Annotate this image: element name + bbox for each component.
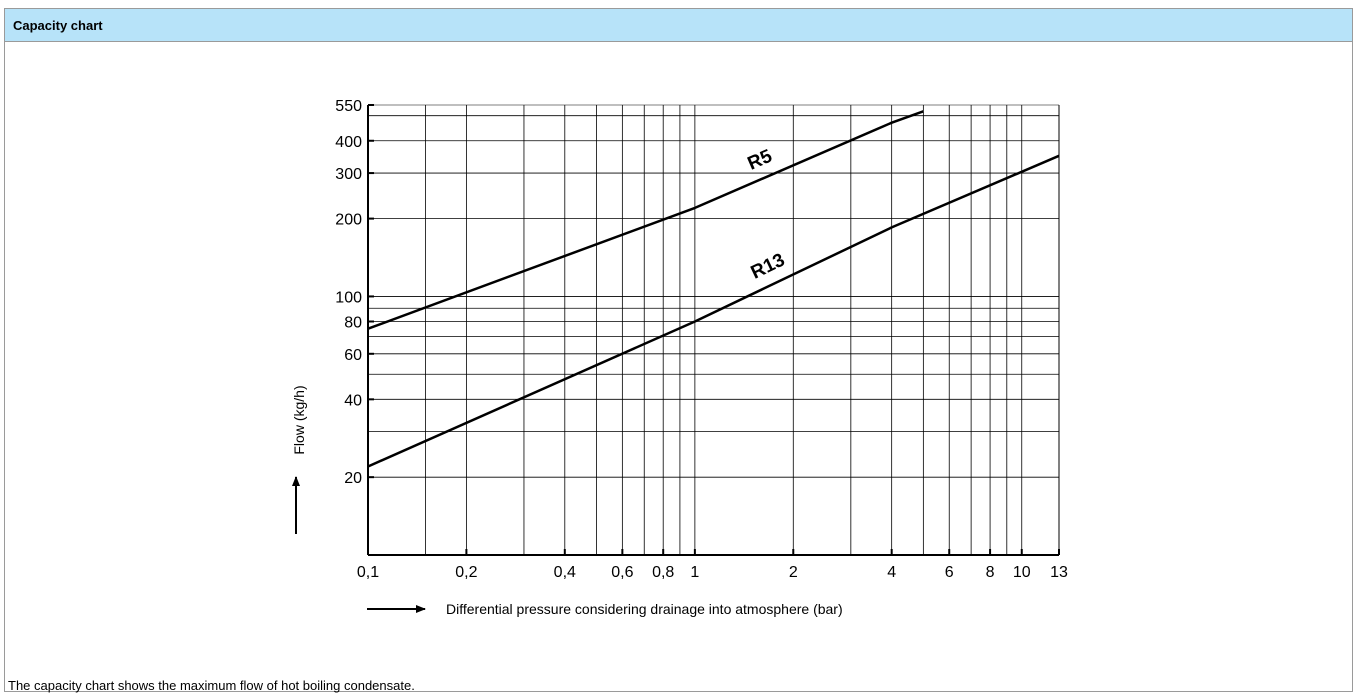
- y-tick-label: 20: [344, 470, 362, 487]
- grid: [368, 105, 1060, 555]
- series-label-r5: R5: [745, 146, 776, 175]
- x-tick-label: 10: [1013, 564, 1031, 581]
- chart-labels: 0,1 0,2 0,4 0,6 0,8 1 2 4 6 8 10 13 20 40 60 80 100 200 30…: [291, 98, 1068, 617]
- capacity-chart-panel: Capacity chart 0,1 0,2 0,4 0,6 0,8 1 2 4 6 8 10 13 2…: [4, 8, 1353, 693]
- series-line-r5: [367, 110, 924, 330]
- x-tick-label: 0,6: [611, 564, 633, 581]
- x-axis-label: Differential pressure considering draina…: [446, 601, 843, 617]
- y-tick-label: 550: [335, 98, 362, 115]
- x-tick-label: 4: [887, 564, 896, 581]
- y-axis-label: Flow (kg/h): [291, 385, 307, 454]
- y-tick-label: 80: [344, 314, 362, 331]
- y-tick-label: 200: [335, 212, 362, 229]
- y-tick-label: 300: [335, 166, 362, 183]
- capacity-chart: 0,1 0,2 0,4 0,6 0,8 1 2 4 6 8 10 13 20 40 60 80 100 200 30…: [291, 98, 1068, 617]
- y-tick-label: 100: [335, 289, 362, 306]
- x-tick-label: 1: [690, 564, 699, 581]
- series-line-r13: [367, 154, 1060, 468]
- y-tick-label: 40: [344, 392, 362, 409]
- x-tick-label: 0,8: [652, 564, 674, 581]
- panel-title: Capacity chart: [13, 18, 103, 33]
- x-tick-label: 0,2: [455, 564, 477, 581]
- y-tick-label: 60: [344, 347, 362, 364]
- x-tick-label: 2: [789, 564, 798, 581]
- x-tick-label: 6: [945, 564, 954, 581]
- series-lines: [367, 110, 1060, 468]
- x-tick-label: 8: [986, 564, 995, 581]
- y-tick-label: 400: [335, 134, 362, 151]
- chart-caption: The capacity chart shows the maximum flo…: [8, 678, 415, 693]
- panel-header: Capacity chart: [5, 9, 1352, 42]
- x-tick-label: 13: [1050, 564, 1068, 581]
- x-tick-label: 0,4: [554, 564, 576, 581]
- x-tick-label: 0,1: [357, 564, 379, 581]
- axes: [367, 104, 1060, 556]
